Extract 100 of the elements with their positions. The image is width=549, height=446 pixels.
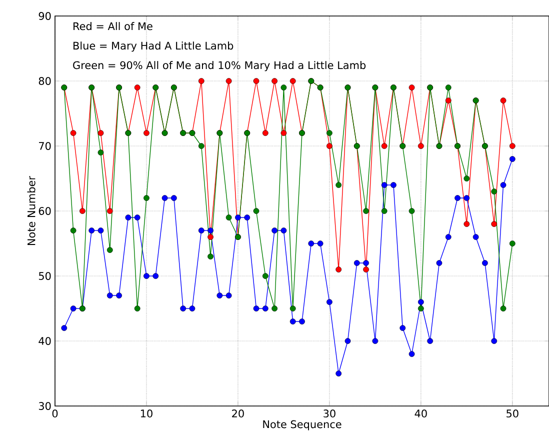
y-tick-label: 80	[38, 77, 51, 85]
point	[390, 182, 396, 188]
point	[98, 150, 104, 156]
point	[491, 188, 498, 194]
x-tick-label: 50	[506, 410, 518, 418]
point	[134, 84, 140, 90]
point	[317, 240, 324, 246]
point	[464, 195, 470, 201]
point	[445, 234, 452, 240]
point	[363, 260, 369, 266]
point	[253, 306, 260, 312]
annotation: Red = All of Me	[74, 22, 152, 30]
point	[70, 306, 76, 312]
annotation: Blue = Mary Had A Little Lamb	[74, 42, 234, 52]
point	[464, 176, 470, 182]
point	[208, 234, 214, 240]
point	[381, 208, 388, 214]
point	[472, 234, 479, 240]
point	[290, 306, 296, 312]
point	[88, 228, 95, 234]
point	[144, 273, 150, 279]
point	[98, 228, 104, 234]
x-tick-label: 10	[140, 410, 152, 418]
point	[509, 240, 516, 246]
point	[98, 130, 104, 136]
point	[80, 208, 86, 214]
point	[418, 143, 424, 149]
point	[280, 84, 287, 90]
point	[116, 292, 122, 298]
point	[262, 306, 268, 312]
point	[500, 182, 506, 188]
point	[418, 299, 424, 305]
point	[134, 306, 140, 312]
point	[280, 228, 287, 234]
point	[272, 78, 278, 84]
point	[208, 228, 214, 234]
point	[363, 208, 369, 214]
x-tick-label: 40	[414, 410, 427, 418]
point	[144, 130, 150, 136]
point	[70, 130, 76, 136]
point	[491, 338, 498, 344]
point	[427, 338, 434, 344]
point	[436, 260, 442, 266]
point	[198, 78, 204, 84]
point	[61, 325, 68, 331]
point	[253, 78, 260, 84]
point	[344, 338, 351, 344]
y-tick-label: 90	[38, 12, 51, 20]
point	[336, 182, 342, 188]
y-axis-title: Note Number	[27, 176, 36, 246]
point	[189, 306, 196, 312]
point	[162, 195, 168, 201]
point	[354, 260, 360, 266]
point	[125, 214, 132, 220]
point	[381, 143, 388, 149]
point	[326, 143, 332, 149]
point	[509, 143, 516, 149]
point	[408, 84, 415, 90]
point	[500, 306, 506, 312]
point	[106, 208, 113, 214]
point	[272, 306, 278, 312]
point	[408, 208, 415, 214]
point	[290, 318, 296, 324]
point	[336, 266, 342, 272]
point	[491, 221, 498, 227]
point	[244, 214, 250, 220]
point	[464, 221, 470, 227]
point	[272, 228, 278, 234]
point	[152, 273, 159, 279]
point	[308, 240, 314, 246]
point	[326, 299, 332, 305]
point	[336, 370, 342, 376]
point	[226, 214, 232, 220]
point	[216, 292, 223, 298]
point	[253, 208, 260, 214]
point	[280, 130, 287, 136]
point	[106, 292, 113, 298]
point	[262, 273, 268, 279]
point	[372, 338, 378, 344]
point	[400, 325, 406, 331]
point	[226, 78, 232, 84]
point	[106, 247, 113, 253]
point	[208, 254, 214, 260]
point	[198, 228, 204, 234]
point	[144, 195, 150, 201]
x-tick-label: 20	[232, 410, 244, 418]
y-tick-label: 70	[39, 142, 51, 150]
x-tick-label: 0	[52, 410, 58, 418]
point	[326, 130, 332, 136]
point	[381, 182, 388, 188]
point	[226, 292, 232, 298]
point	[134, 214, 140, 220]
point	[408, 351, 415, 357]
point	[418, 306, 424, 312]
point	[509, 156, 516, 162]
point	[170, 195, 177, 201]
point	[235, 214, 241, 220]
point	[363, 266, 369, 272]
point	[482, 260, 488, 266]
point	[454, 195, 460, 201]
